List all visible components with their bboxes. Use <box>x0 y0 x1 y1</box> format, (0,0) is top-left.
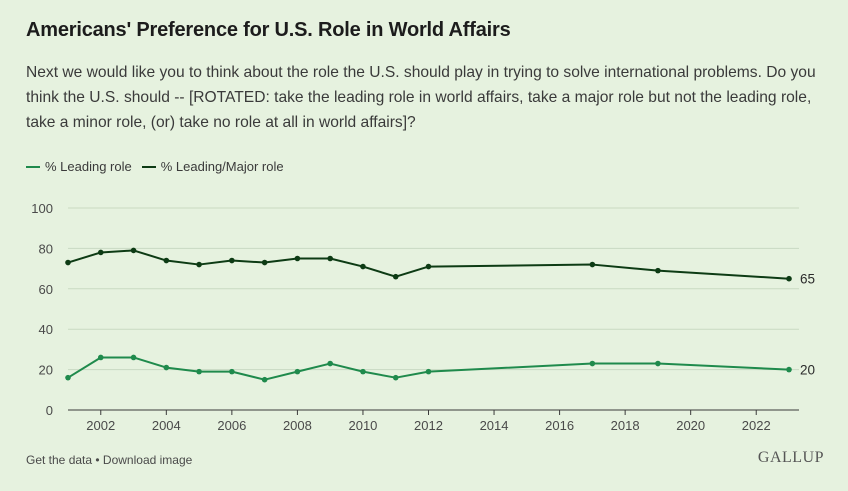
x-tick-label: 2010 <box>348 418 377 433</box>
series-group: 65 20 <box>65 247 815 383</box>
x-tick-label: 2002 <box>86 418 115 433</box>
x-tick-label: 2018 <box>611 418 640 433</box>
gridlines <box>68 207 799 411</box>
get-data-link[interactable]: Get the data <box>26 453 93 467</box>
data-point-leading-major[interactable] <box>261 259 268 266</box>
legend-item-leading-major[interactable]: % Leading/Major role <box>141 159 284 174</box>
data-point-leading-major[interactable] <box>163 257 170 264</box>
data-point-leading[interactable] <box>786 366 792 373</box>
data-point-leading-major[interactable] <box>196 261 202 268</box>
x-axis: 2002 2004 2006 2008 2010 2012 2014 2016 2018 2020… <box>86 410 771 433</box>
data-point-leading-major[interactable] <box>229 257 235 264</box>
x-tick-label: 2016 <box>545 418 574 433</box>
legend: % Leading role % Leading/Major role <box>26 159 284 174</box>
data-point-leading-major[interactable] <box>360 263 366 270</box>
x-tick-label: 2014 <box>480 418 509 433</box>
x-tick-label: 2004 <box>152 418 181 433</box>
y-tick-label: 0 <box>46 403 53 418</box>
x-tick-label: 2022 <box>742 418 771 433</box>
x-tick-label: 2020 <box>676 418 705 433</box>
y-axis: 0 20 40 60 80 100 <box>31 201 53 418</box>
data-point-leading-major[interactable] <box>655 267 661 274</box>
data-point-leading[interactable] <box>655 360 661 367</box>
data-point-leading-major[interactable] <box>294 255 301 262</box>
data-point-leading[interactable] <box>589 360 596 367</box>
data-point-leading-major[interactable] <box>327 255 333 262</box>
data-point-leading[interactable] <box>425 368 432 375</box>
y-tick-label: 100 <box>31 201 53 216</box>
data-point-leading[interactable] <box>294 368 301 375</box>
data-point-leading[interactable] <box>392 374 399 381</box>
data-point-leading-major[interactable] <box>589 261 596 268</box>
legend-swatch-leading-major <box>141 165 156 168</box>
y-tick-label: 60 <box>39 282 53 297</box>
footer-links: Get the data • Download image <box>26 453 192 467</box>
data-point-leading-major[interactable] <box>97 249 104 256</box>
data-point-leading-major[interactable] <box>786 275 792 282</box>
legend-label-leading: % Leading role <box>45 159 132 174</box>
x-tick-label: 2006 <box>217 418 246 433</box>
y-tick-label: 40 <box>39 322 53 337</box>
y-tick-label: 20 <box>39 363 53 378</box>
legend-label-leading-major: % Leading/Major role <box>160 159 284 174</box>
data-point-leading-major[interactable] <box>425 263 432 270</box>
legend-swatch-leading <box>26 165 40 168</box>
x-tick-label: 2012 <box>414 418 443 433</box>
end-label-leading-major: 65 <box>800 272 815 287</box>
series-line-leading <box>67 356 790 381</box>
download-image-link[interactable]: Download image <box>102 453 193 467</box>
data-point-leading-major[interactable] <box>392 273 399 280</box>
data-point-leading-major[interactable] <box>130 247 137 254</box>
data-point-leading[interactable] <box>360 368 366 375</box>
footer-separator: • <box>92 453 103 467</box>
chart-subtitle: Next we would like you to think about th… <box>26 64 816 131</box>
data-point-leading-major[interactable] <box>65 259 71 266</box>
data-point-leading[interactable] <box>327 360 333 367</box>
data-point-leading[interactable] <box>65 374 71 381</box>
end-label-leading: 20 <box>800 363 815 378</box>
data-point-leading[interactable] <box>163 364 170 371</box>
chart-title: Americans' Preference for U.S. Role in W… <box>26 19 511 41</box>
gallup-logo: GALLUP <box>757 449 824 466</box>
x-tick-label: 2008 <box>283 418 312 433</box>
data-point-leading[interactable] <box>229 368 235 375</box>
data-point-leading[interactable] <box>261 376 268 383</box>
y-tick-label: 80 <box>39 241 53 256</box>
data-point-leading[interactable] <box>196 368 202 375</box>
legend-item-leading[interactable]: % Leading role <box>26 159 132 174</box>
data-point-leading[interactable] <box>97 354 104 361</box>
data-point-leading[interactable] <box>130 354 137 361</box>
